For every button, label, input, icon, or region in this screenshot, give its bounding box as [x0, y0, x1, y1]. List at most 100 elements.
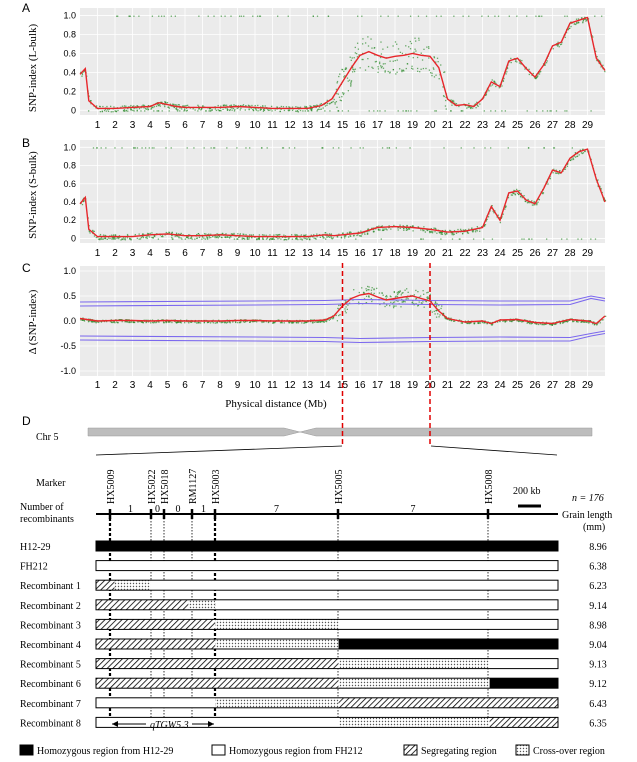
snp-point [153, 106, 155, 108]
snp-point [297, 235, 299, 237]
snp-point [509, 320, 511, 322]
snp-point [347, 110, 350, 112]
x-tick-label: 14 [319, 380, 331, 391]
snp-point [228, 236, 230, 238]
snp-point [422, 301, 424, 303]
snp-point [593, 321, 595, 323]
snp-point [125, 321, 128, 323]
snp-point [281, 236, 284, 239]
snp-point [291, 109, 294, 112]
snp-point [542, 323, 544, 326]
snp-point [306, 238, 308, 240]
snp-point [147, 235, 149, 237]
snp-point [208, 235, 210, 238]
x-tick-label: 29 [582, 380, 594, 391]
snp-point [519, 320, 521, 322]
snp-point [435, 309, 437, 312]
snp-point [529, 322, 531, 325]
snp-point [440, 15, 442, 17]
snp-point [162, 321, 165, 323]
snp-point [153, 322, 155, 324]
snp-point [264, 105, 266, 107]
snp-point [428, 47, 430, 50]
snp-point [296, 110, 298, 113]
snp-point [144, 147, 147, 149]
snp-point [169, 321, 171, 323]
snp-point [403, 70, 405, 72]
snp-point [271, 238, 273, 240]
grain-length-value: 9.14 [589, 601, 607, 612]
snp-point [123, 109, 126, 111]
snp-point [304, 322, 306, 324]
snp-point [451, 104, 453, 106]
snp-point [571, 157, 573, 159]
snp-point [557, 41, 559, 43]
snp-point [247, 104, 250, 106]
snp-point [435, 316, 438, 318]
snp-point [508, 15, 510, 17]
legend: Homozygous region from H12-29 Homozygous … [19, 744, 605, 757]
snp-point [396, 43, 398, 45]
y-tick-label: 1.0 [63, 11, 76, 21]
snp-point [504, 206, 507, 209]
snp-point [483, 322, 486, 324]
snp-point [203, 237, 205, 239]
snp-point [194, 109, 196, 111]
snp-point [436, 302, 438, 305]
snp-point [484, 147, 486, 149]
snp-point [174, 104, 176, 106]
snp-point [257, 237, 259, 240]
snp-point [130, 238, 132, 240]
snp-point [136, 237, 138, 239]
snp-point [262, 320, 264, 323]
snp-point [329, 102, 331, 105]
snp-point [285, 239, 288, 241]
snp-point [186, 235, 188, 238]
snp-point [263, 234, 265, 236]
snp-point [526, 110, 528, 112]
snp-point [376, 287, 378, 290]
snp-point [523, 238, 525, 240]
snp-point [469, 106, 472, 109]
snp-point [310, 319, 312, 321]
snp-point [388, 147, 391, 149]
snp-point [550, 110, 552, 112]
snp-point [531, 322, 533, 325]
snp-point [433, 56, 435, 58]
panel-d-map: HX5009 HX5022 HX5018 RM1127 HX5003 HX5005 HX50… [20, 469, 607, 730]
snp-point [504, 321, 506, 323]
snp-point [468, 322, 470, 324]
snp-point [505, 205, 507, 207]
snp-point [208, 237, 210, 239]
snp-point [223, 104, 225, 106]
snp-point [349, 297, 351, 299]
snp-point [165, 320, 167, 322]
snp-point [275, 234, 277, 236]
snp-point [377, 68, 380, 70]
y-tick-label: 0.4 [63, 197, 76, 207]
snp-point [519, 189, 521, 192]
snp-point [359, 235, 362, 237]
snp-point [261, 321, 263, 324]
snp-point [440, 64, 442, 66]
snp-point [239, 233, 242, 235]
snp-point [150, 322, 152, 324]
snp-point [129, 15, 131, 17]
snp-point [108, 108, 111, 110]
snp-point [177, 104, 180, 106]
snp-point [469, 321, 472, 324]
snp-point [133, 107, 135, 110]
snp-point [186, 237, 189, 239]
snp-point [418, 39, 420, 41]
snp-point [516, 320, 518, 322]
snp-point [420, 68, 422, 70]
snp-point [453, 15, 455, 17]
snp-point [117, 15, 119, 17]
snp-point [99, 238, 101, 241]
snp-point [340, 236, 343, 238]
snp-point [224, 104, 226, 107]
snp-point [495, 82, 497, 85]
snp-point [172, 103, 174, 105]
snp-point [110, 319, 112, 321]
snp-point [394, 59, 396, 62]
